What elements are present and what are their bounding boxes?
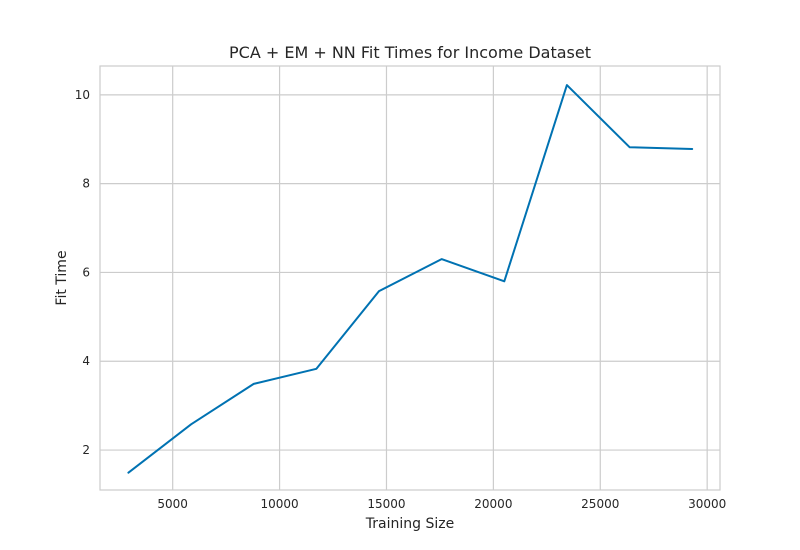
y-tick-label: 10 <box>75 88 90 102</box>
x-axis-label: Training Size <box>365 516 454 532</box>
x-tick-label: 10000 <box>260 497 298 511</box>
y-tick-label: 8 <box>82 177 90 191</box>
y-tick-label: 4 <box>82 354 90 368</box>
x-tick-label: 5000 <box>157 497 188 511</box>
tick-labels: 5000 10000 15000 20000 25000 30000 2 4 6 8 10 <box>75 88 727 511</box>
grid <box>100 66 720 490</box>
series-line <box>127 84 694 474</box>
x-tick-label: 30000 <box>688 497 726 511</box>
x-tick-label: 15000 <box>367 497 405 511</box>
x-tick-label: 20000 <box>474 497 512 511</box>
series-layer <box>127 84 694 474</box>
y-tick-label: 2 <box>82 443 90 457</box>
plot-area-frame <box>99 65 721 491</box>
y-tick-label: 6 <box>82 265 90 279</box>
y-axis-label: Fit Time <box>54 250 70 305</box>
x-tick-label: 25000 <box>581 497 619 511</box>
chart-title: PCA + EM + NN Fit Times for Income Datas… <box>229 43 591 62</box>
